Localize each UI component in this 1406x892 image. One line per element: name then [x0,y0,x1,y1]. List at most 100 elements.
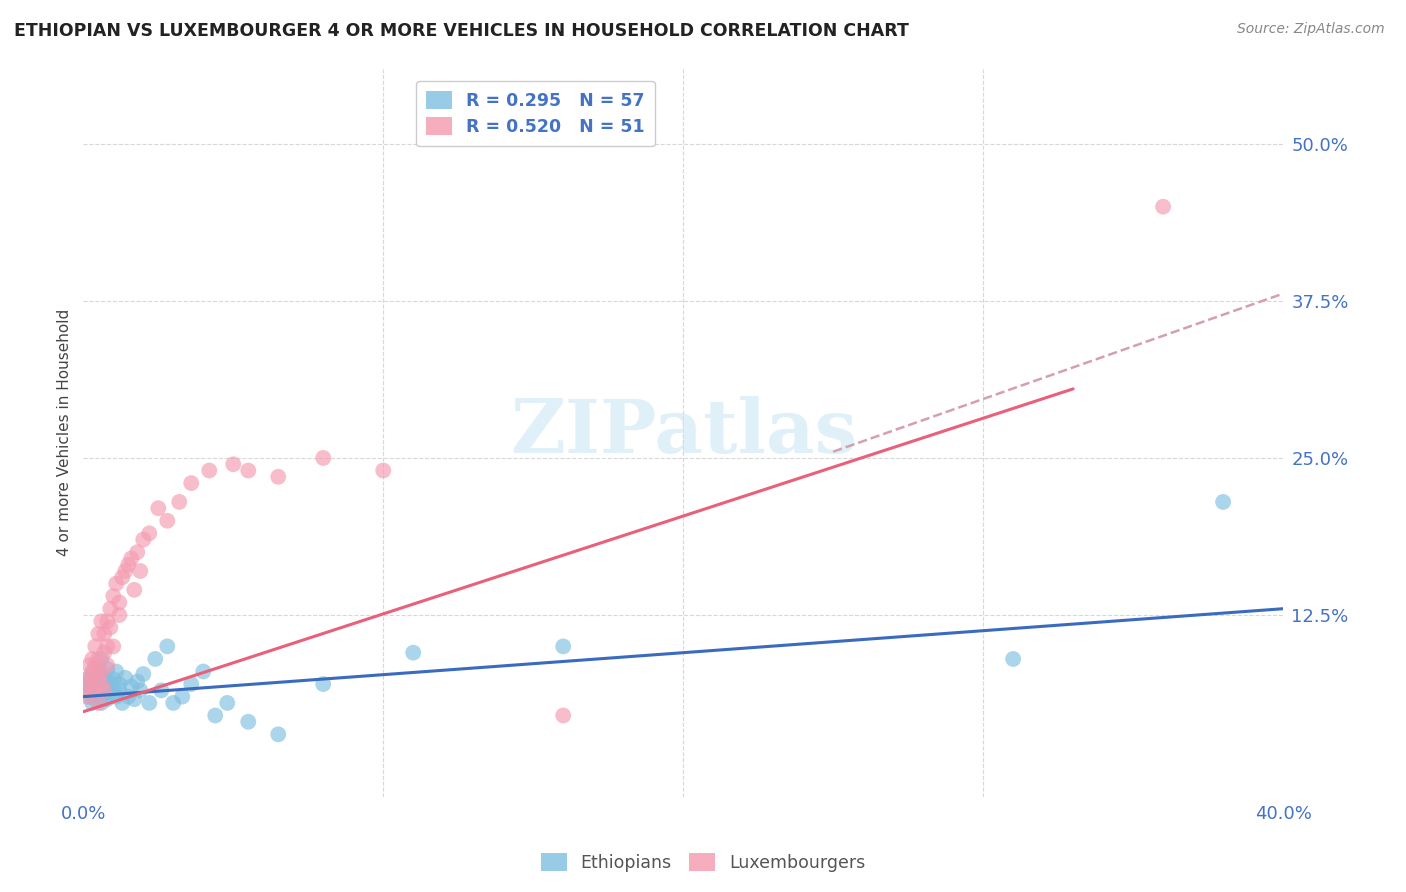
Point [553,708,575,723]
Point [96,677,118,691]
Point [108,683,131,698]
Point [79,671,101,685]
Point [75,677,97,691]
Text: ZIPatlas: ZIPatlas [510,396,856,469]
Legend: R = 0.295   N = 57, R = 0.520   N = 51: R = 0.295 N = 57, R = 0.520 N = 51 [416,81,655,146]
Point [180,677,202,691]
Point [204,708,226,723]
Point [267,727,290,741]
Point [93,646,115,660]
Point [90,696,112,710]
Text: ETHIOPIAN VS LUXEMBOURGER 4 OR MORE VEHICLES IN HOUSEHOLD CORRELATION CHART: ETHIOPIAN VS LUXEMBOURGER 4 OR MORE VEHI… [14,22,908,40]
Point [169,495,191,509]
Point [98,621,121,635]
Point [373,463,395,477]
Point [132,667,155,681]
Point [111,696,134,710]
Point [75,690,97,704]
Point [132,533,155,547]
Point [111,570,134,584]
Point [103,682,125,697]
Point [402,646,425,660]
Point [93,680,115,694]
Point [162,696,184,710]
Point [84,692,107,706]
Point [143,652,166,666]
Point [82,683,104,698]
Point [127,674,149,689]
Point [217,696,239,710]
Point [87,652,110,666]
Point [148,501,170,516]
Point [82,680,104,694]
Legend: Ethiopians, Luxembourgers: Ethiopians, Luxembourgers [534,847,872,879]
Point [82,696,104,710]
Point [1212,495,1234,509]
Point [238,463,260,477]
Point [105,690,128,704]
Point [87,690,110,704]
Point [90,665,112,679]
Point [117,690,139,704]
Point [103,589,125,603]
Point [96,614,118,628]
Point [82,665,104,679]
Point [84,658,107,673]
Point [87,661,110,675]
Point [129,564,152,578]
Point [93,683,115,698]
Point [120,680,142,694]
Point [90,677,112,691]
Point [96,658,118,673]
Point [87,696,110,710]
Y-axis label: 4 or more Vehicles in Household: 4 or more Vehicles in Household [58,310,72,557]
Point [96,662,118,676]
Point [105,576,128,591]
Point [90,667,112,681]
Point [238,714,260,729]
Point [156,514,179,528]
Point [1002,652,1025,666]
Point [87,671,110,685]
Point [114,564,136,578]
Point [124,582,146,597]
Point [84,674,107,689]
Point [1152,200,1174,214]
Point [98,676,121,690]
Point [98,601,121,615]
Point [127,545,149,559]
Point [117,558,139,572]
Point [108,607,131,622]
Point [193,665,215,679]
Point [103,640,125,654]
Point [156,640,179,654]
Point [87,627,110,641]
Point [150,683,173,698]
Point [90,683,112,698]
Point [222,457,245,471]
Point [93,687,115,701]
Point [108,595,131,609]
Point [312,450,335,465]
Point [120,551,142,566]
Point [96,640,118,654]
Point [180,476,202,491]
Point [84,683,107,698]
Point [108,677,131,691]
Point [138,696,160,710]
Point [87,677,110,691]
Point [84,683,107,698]
Point [138,526,160,541]
Point [124,692,146,706]
Point [90,614,112,628]
Point [93,672,115,686]
Text: Source: ZipAtlas.com: Source: ZipAtlas.com [1237,22,1385,37]
Point [172,690,194,704]
Point [105,665,128,679]
Point [82,667,104,681]
Point [114,671,136,685]
Point [79,671,101,685]
Point [79,658,101,673]
Point [93,627,115,641]
Point [312,677,335,691]
